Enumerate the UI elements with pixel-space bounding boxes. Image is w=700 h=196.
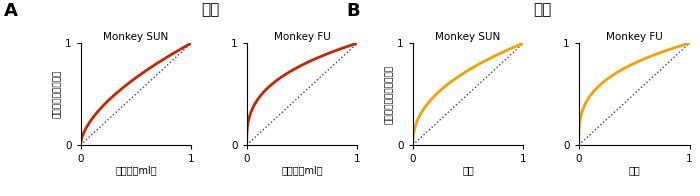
Text: 利得: 利得 bbox=[201, 2, 219, 17]
X-axis label: 確率: 確率 bbox=[629, 165, 640, 175]
Text: 確率: 確率 bbox=[533, 2, 552, 17]
Title: Monkey FU: Monkey FU bbox=[606, 32, 662, 42]
Title: Monkey SUN: Monkey SUN bbox=[103, 32, 169, 42]
X-axis label: 報酷量（ml）: 報酷量（ml） bbox=[115, 165, 157, 175]
Text: A: A bbox=[4, 2, 18, 20]
Text: B: B bbox=[346, 2, 360, 20]
Title: Monkey SUN: Monkey SUN bbox=[435, 32, 500, 42]
Y-axis label: 効用（利得の主観）: 効用（利得の主観） bbox=[53, 70, 62, 118]
Y-axis label: 確率荷重（確率の主観）: 確率荷重（確率の主観） bbox=[385, 64, 394, 124]
Title: Monkey FU: Monkey FU bbox=[274, 32, 330, 42]
X-axis label: 確率: 確率 bbox=[462, 165, 474, 175]
X-axis label: 報酷量（ml）: 報酷量（ml） bbox=[281, 165, 323, 175]
